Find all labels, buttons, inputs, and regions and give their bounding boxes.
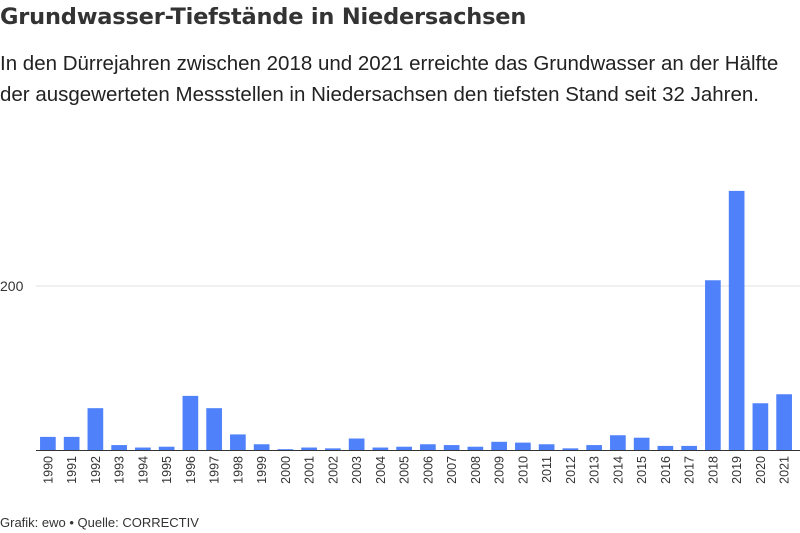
bar-2016 bbox=[657, 445, 674, 450]
bar-2011 bbox=[538, 444, 555, 450]
bar-2008 bbox=[467, 446, 484, 450]
bar-2015 bbox=[633, 437, 650, 450]
x-tick-label: 2017 bbox=[683, 456, 697, 484]
bar-1991 bbox=[63, 436, 80, 450]
x-tick-label: 2005 bbox=[398, 456, 412, 484]
bars bbox=[40, 190, 792, 450]
bar-2002 bbox=[325, 448, 341, 450]
bar-2012 bbox=[562, 448, 579, 450]
bar-2013 bbox=[586, 445, 602, 450]
bar-1999 bbox=[253, 444, 270, 450]
x-tick-label: 2012 bbox=[564, 456, 578, 484]
bar-2019 bbox=[728, 190, 745, 450]
bar-1997 bbox=[206, 408, 222, 450]
x-tick-label: 2003 bbox=[350, 456, 364, 484]
x-tick-label: 2001 bbox=[303, 456, 317, 484]
bar-2009 bbox=[491, 441, 507, 450]
x-tick-label: 1992 bbox=[89, 456, 103, 484]
chart-title: Grundwasser-Tiefstände in Niedersachsen bbox=[0, 4, 527, 30]
x-tick-label: 2007 bbox=[445, 456, 459, 484]
x-tick-label: 2015 bbox=[635, 456, 649, 484]
chart-subtitle: In den Dürrejahren zwischen 2018 und 202… bbox=[0, 52, 779, 106]
bar-1992 bbox=[87, 408, 104, 450]
source-credit: Grafik: ewo • Quelle: CORRECTIV bbox=[0, 515, 199, 530]
x-tick-label: 1994 bbox=[136, 456, 150, 484]
x-tick-label: 2006 bbox=[421, 456, 435, 484]
x-tick-label: 1991 bbox=[65, 456, 79, 484]
x-tick-label: 1998 bbox=[231, 456, 245, 484]
bar-2010 bbox=[515, 442, 531, 450]
x-tick-label: 2020 bbox=[754, 456, 768, 484]
x-tick-label: 2013 bbox=[588, 456, 602, 484]
bar-2001 bbox=[301, 447, 317, 450]
x-tick-label: 1997 bbox=[208, 456, 222, 484]
x-tick-label: 1996 bbox=[184, 456, 198, 484]
y-tick-labels: 200 bbox=[0, 278, 24, 294]
bar-2007 bbox=[443, 445, 460, 450]
x-tick-label: 2016 bbox=[659, 456, 673, 484]
bar-2006 bbox=[420, 444, 436, 450]
x-tick-label: 1995 bbox=[160, 456, 174, 484]
x-tick-label: 2021 bbox=[778, 456, 792, 484]
bar-2014 bbox=[610, 435, 626, 450]
x-tick-label: 2004 bbox=[374, 456, 388, 484]
bar-2018 bbox=[705, 280, 721, 450]
x-tick-labels: 1990 1991 1992 1993 1994 1995 1996 1997 1998 1999… bbox=[41, 456, 791, 484]
bar-1990 bbox=[40, 436, 56, 450]
x-tick-label: 2018 bbox=[706, 456, 720, 484]
bar-1995 bbox=[158, 446, 175, 450]
bar-1994 bbox=[135, 447, 151, 450]
x-tick-label: 2019 bbox=[730, 456, 744, 484]
x-tick-label: 2000 bbox=[279, 456, 293, 484]
x-tick-label: 2011 bbox=[540, 456, 554, 483]
bar-2004 bbox=[372, 447, 389, 450]
x-tick-label: 2014 bbox=[611, 456, 625, 484]
bar-2017 bbox=[681, 445, 697, 450]
bar-1998 bbox=[230, 434, 246, 450]
bar-2000 bbox=[277, 449, 294, 450]
x-tick-label: 2009 bbox=[493, 456, 507, 484]
x-tick-label: 2008 bbox=[469, 456, 483, 484]
x-tick-label: 2010 bbox=[516, 456, 530, 484]
x-tick-label: 2002 bbox=[326, 456, 340, 484]
bar-2005 bbox=[396, 446, 412, 450]
bar-chart: 200 1990 1991 1992 1993 1994 1995 1996 1997 1998… bbox=[0, 190, 800, 484]
bar-1996 bbox=[182, 395, 199, 450]
x-tick-label: 1993 bbox=[113, 456, 127, 484]
bar-2020 bbox=[752, 403, 769, 450]
bar-2003 bbox=[348, 438, 365, 450]
x-tick-label: 1990 bbox=[41, 456, 55, 484]
bar-2021 bbox=[776, 394, 792, 450]
bar-1993 bbox=[111, 445, 127, 450]
x-tick-label: 1999 bbox=[255, 456, 269, 484]
y-tick-label: 200 bbox=[0, 278, 24, 294]
